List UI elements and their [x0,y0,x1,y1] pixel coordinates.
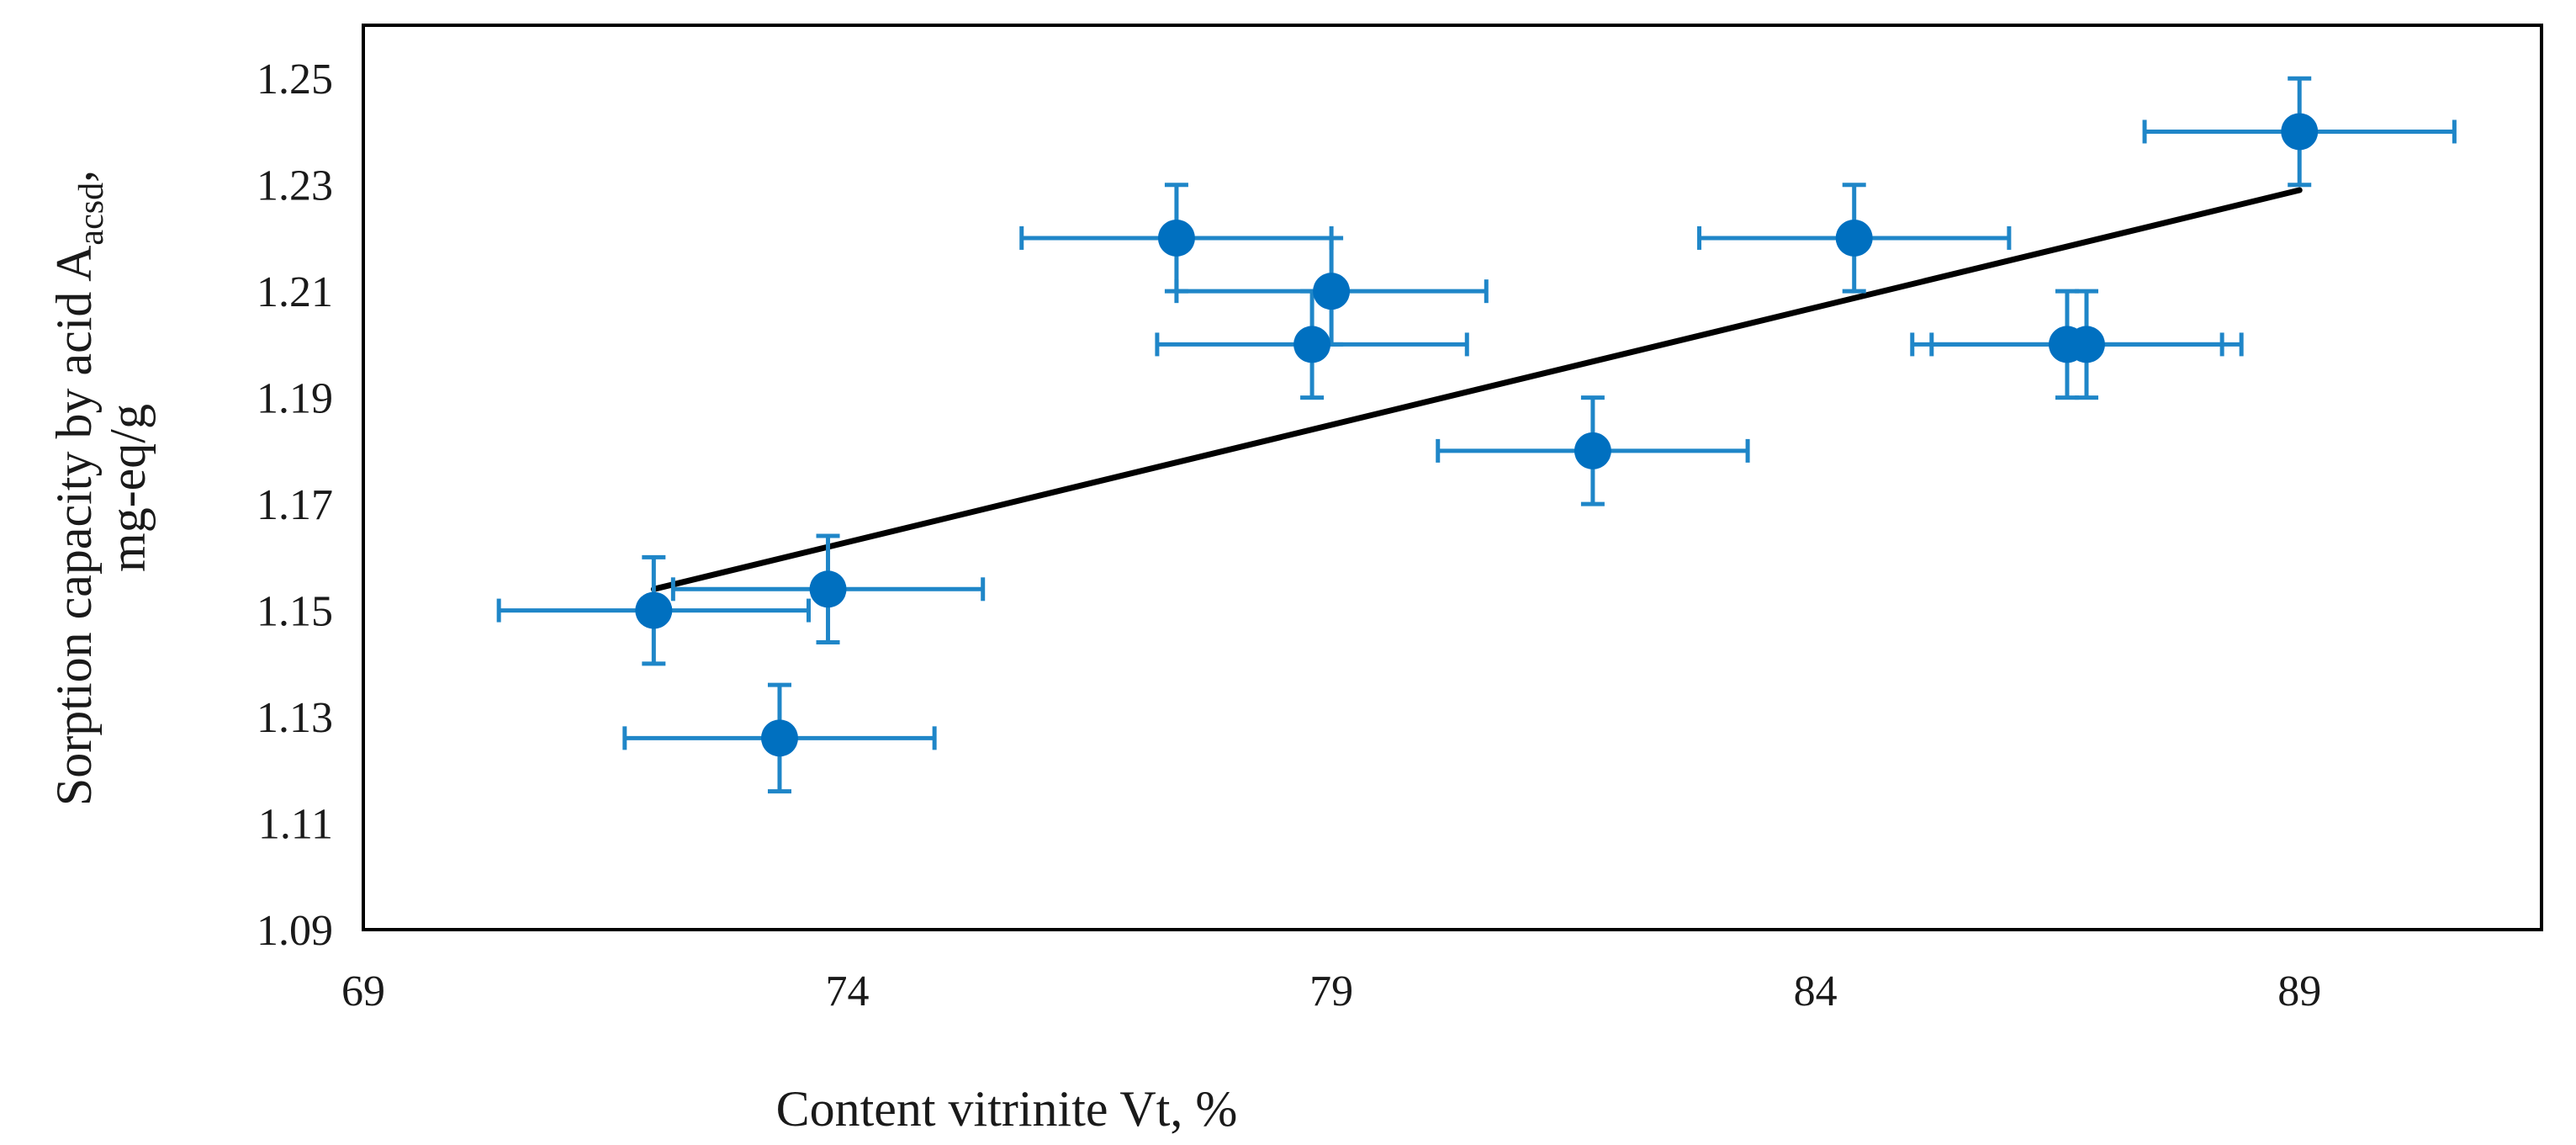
data-point-layer [635,113,2319,757]
x-tick-label: 69 [341,967,385,1015]
data-point [2067,326,2105,363]
data-point [809,570,847,608]
trendline-layer [650,187,2303,592]
y-tick-label: 1.15 [257,588,333,636]
data-point [635,591,673,629]
data-point [1835,219,1873,257]
y-tick-label: 1.19 [257,375,333,423]
trendline [650,187,2303,592]
data-point [760,719,798,757]
y-tick-label: 1.11 [258,801,333,849]
errorbar-layer [496,76,2457,794]
y-axis-title-line2: mg-eq/g [100,404,156,572]
x-tick-label: 89 [2277,967,2321,1015]
plot-area-frame [362,24,2543,931]
x-tick-label: 84 [1794,967,1838,1015]
y-axis-tick-labels: 1.09 1.11 1.13 1.15 1.17 1.19 1.21 1.23 1.25 [257,56,333,955]
y-axis-title-subscript: acsd [72,183,111,246]
y-tick-label: 1.13 [257,694,333,742]
data-point [1313,273,1351,310]
data-point [1574,432,1611,469]
x-axis-title: Content vitrinite Vt, % [776,1081,1238,1137]
y-axis-title-suffix: , [46,170,102,183]
y-tick-label: 1.23 [257,162,333,210]
y-tick-label: 1.25 [257,56,333,103]
data-point [1157,219,1195,257]
y-axis-title-prefix: Sorption capacity by acid A [46,246,102,807]
data-point [1293,326,1331,363]
y-axis-title-line1: Sorption capacity by acid Aacsd, [46,170,111,806]
y-tick-label: 1.21 [257,268,333,316]
y-tick-label: 1.17 [257,481,333,529]
data-point [2281,113,2319,151]
x-axis-tick-labels: 69 74 79 84 89 [341,967,2321,1015]
x-tick-label: 74 [826,967,870,1015]
y-tick-label: 1.09 [257,907,333,955]
x-tick-label: 79 [1309,967,1353,1015]
